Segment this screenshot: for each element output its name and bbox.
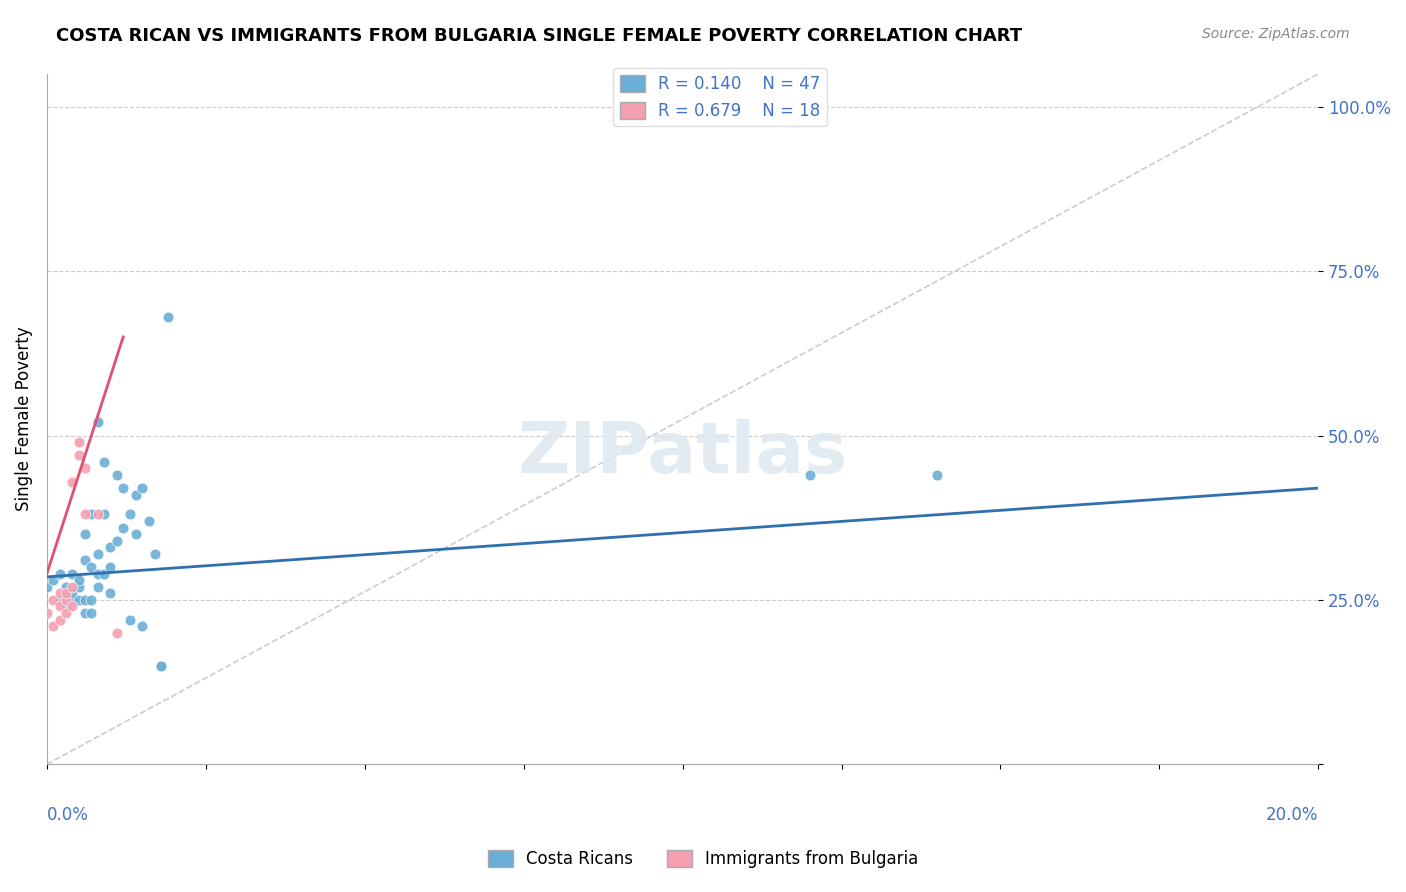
- Point: [100, 586, 122, 600]
- Point: [125, 527, 148, 541]
- Point: [48, 593, 70, 607]
- Point: [48, 613, 70, 627]
- Point: [35, 580, 58, 594]
- Point: [87, 508, 110, 522]
- Point: [93, 508, 115, 522]
- Point: [93, 455, 115, 469]
- Point: [73, 508, 96, 522]
- Point: [799, 467, 821, 482]
- Point: [73, 461, 96, 475]
- Text: 0.0%: 0.0%: [46, 805, 89, 823]
- Point: [138, 514, 160, 528]
- Point: [60, 580, 83, 594]
- Point: [42, 573, 65, 587]
- Legend: R = 0.140    N = 47, R = 0.679    N = 18: R = 0.140 N = 47, R = 0.679 N = 18: [613, 69, 827, 127]
- Point: [105, 533, 128, 548]
- Point: [80, 560, 103, 574]
- Text: ZIPatlas: ZIPatlas: [517, 419, 848, 488]
- Point: [87, 547, 110, 561]
- Point: [55, 606, 77, 620]
- Point: [112, 520, 135, 534]
- Point: [87, 580, 110, 594]
- Point: [42, 619, 65, 633]
- Point: [48, 586, 70, 600]
- Point: [55, 599, 77, 614]
- Point: [60, 586, 83, 600]
- Point: [150, 658, 173, 673]
- Point: [143, 547, 166, 561]
- Point: [118, 613, 141, 627]
- Point: [73, 527, 96, 541]
- Point: [67, 573, 90, 587]
- Point: [60, 599, 83, 614]
- Point: [73, 606, 96, 620]
- Point: [67, 593, 90, 607]
- Text: COSTA RICAN VS IMMIGRANTS FROM BULGARIA SINGLE FEMALE POVERTY CORRELATION CHART: COSTA RICAN VS IMMIGRANTS FROM BULGARIA …: [56, 27, 1022, 45]
- Point: [150, 658, 173, 673]
- Point: [67, 448, 90, 462]
- Point: [48, 599, 70, 614]
- Point: [55, 593, 77, 607]
- Point: [60, 566, 83, 581]
- Point: [118, 508, 141, 522]
- Text: 20.0%: 20.0%: [1265, 805, 1319, 823]
- Point: [80, 593, 103, 607]
- Point: [131, 481, 153, 495]
- Point: [105, 467, 128, 482]
- Point: [42, 593, 65, 607]
- Point: [60, 475, 83, 489]
- Point: [55, 580, 77, 594]
- Point: [156, 310, 179, 325]
- Point: [73, 593, 96, 607]
- Point: [100, 560, 122, 574]
- Legend: Costa Ricans, Immigrants from Bulgaria: Costa Ricans, Immigrants from Bulgaria: [481, 843, 925, 875]
- Point: [73, 553, 96, 567]
- Point: [87, 566, 110, 581]
- Point: [100, 541, 122, 555]
- Point: [112, 481, 135, 495]
- Point: [35, 606, 58, 620]
- Point: [131, 619, 153, 633]
- Point: [925, 467, 948, 482]
- Point: [55, 586, 77, 600]
- Point: [93, 566, 115, 581]
- Point: [60, 593, 83, 607]
- Point: [48, 566, 70, 581]
- Text: Source: ZipAtlas.com: Source: ZipAtlas.com: [1202, 27, 1350, 41]
- Point: [67, 580, 90, 594]
- Y-axis label: Single Female Poverty: Single Female Poverty: [15, 326, 32, 511]
- Point: [80, 508, 103, 522]
- Point: [80, 606, 103, 620]
- Point: [125, 488, 148, 502]
- Point: [87, 416, 110, 430]
- Point: [105, 625, 128, 640]
- Point: [67, 435, 90, 450]
